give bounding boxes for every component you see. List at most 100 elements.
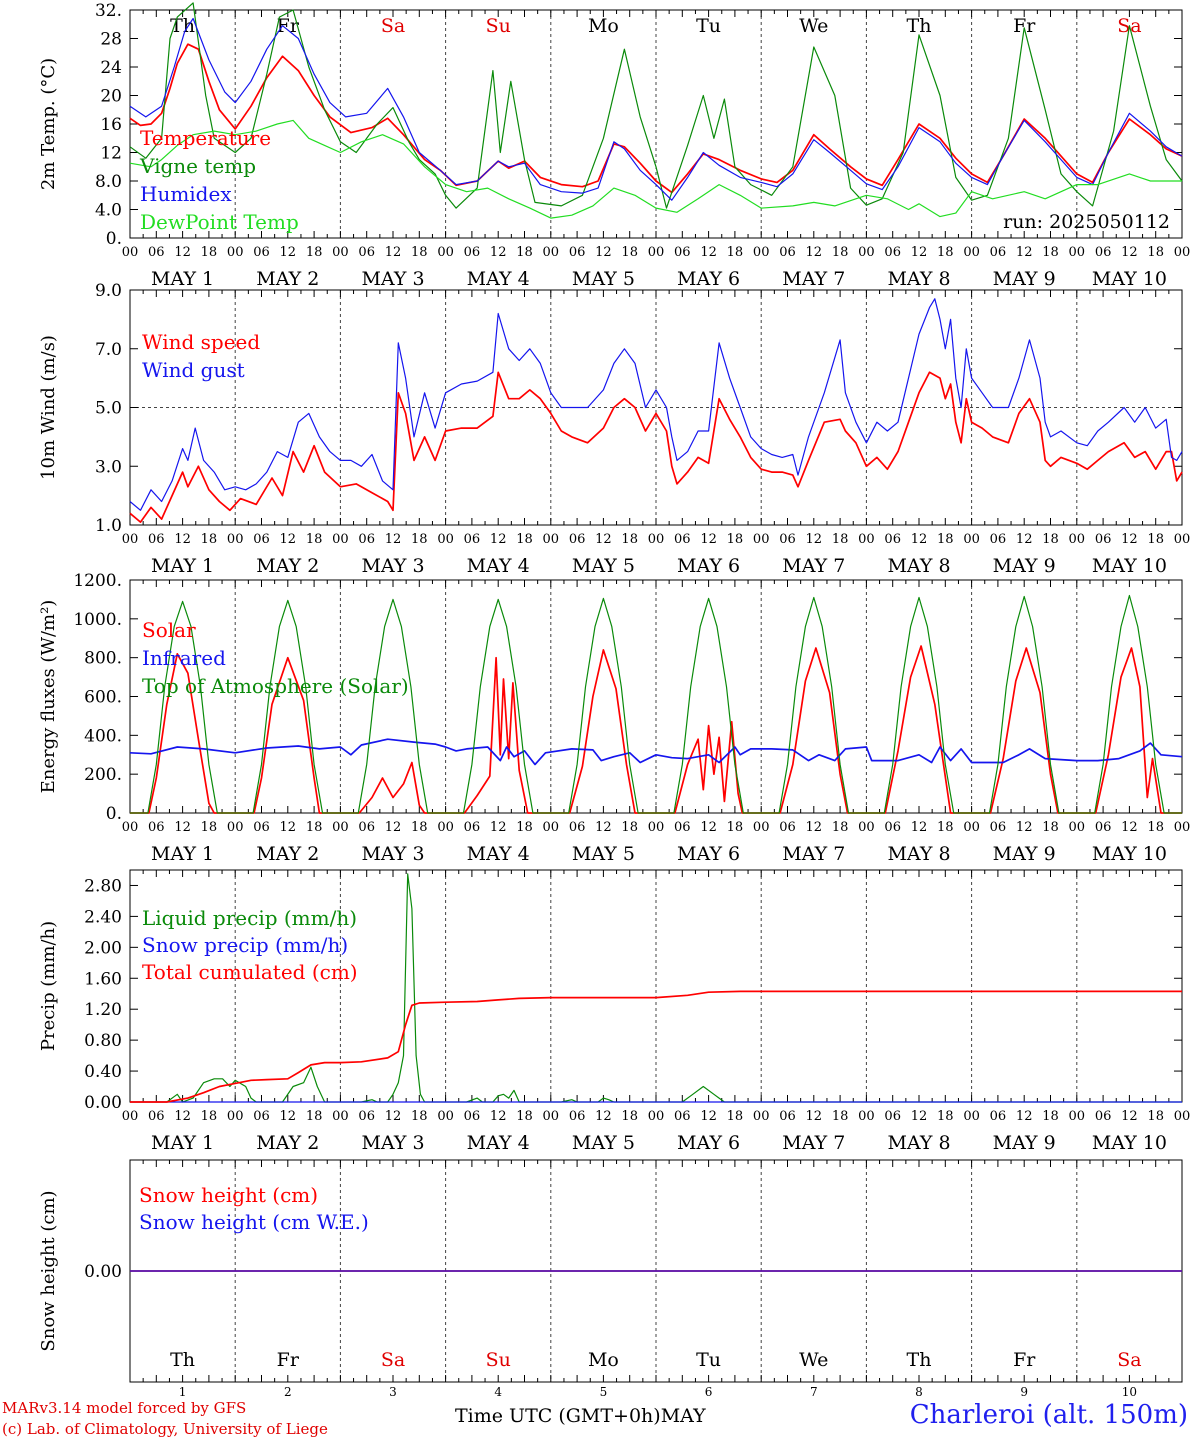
hour-tick-label: 06 <box>253 245 270 260</box>
date-label: MAY 1 <box>151 843 214 865</box>
hour-tick-label: 00 <box>543 1109 560 1124</box>
hour-tick-label: 06 <box>779 245 796 260</box>
hour-tick-label: 18 <box>201 1109 218 1124</box>
hour-tick-label: 12 <box>911 820 928 835</box>
y-tick-label: 1.60 <box>84 969 122 989</box>
hour-tick-label: 12 <box>490 820 507 835</box>
hour-tick-label: 00 <box>963 820 980 835</box>
date-label: MAY 8 <box>887 1132 950 1154</box>
date-label: MAY 9 <box>993 555 1056 577</box>
hour-tick-label: 12 <box>280 245 297 260</box>
day-number-label: 2 <box>284 1385 292 1399</box>
hour-tick-label: 06 <box>990 532 1007 547</box>
legend-entry: Wind speed <box>142 330 260 354</box>
hour-tick-label: 00 <box>227 820 244 835</box>
y-axis-title: Snow height (cm) <box>38 1190 59 1351</box>
hour-tick-label: 12 <box>700 532 717 547</box>
hour-tick-label: 00 <box>648 1109 665 1124</box>
hour-tick-label: 00 <box>1174 1109 1191 1124</box>
hour-tick-label: 18 <box>1147 532 1164 547</box>
hour-tick-label: 18 <box>516 820 533 835</box>
y-tick-label: 16 <box>100 115 122 135</box>
weekday-label: Th <box>907 15 932 37</box>
hour-tick-label: 12 <box>490 245 507 260</box>
hour-tick-label: 00 <box>543 245 560 260</box>
legend-entry: Temperature <box>140 126 271 150</box>
y-tick-label: 20 <box>100 87 122 107</box>
hour-tick-label: 12 <box>806 820 823 835</box>
date-label: MAY 5 <box>572 843 635 865</box>
date-label: MAY 3 <box>361 843 424 865</box>
hour-tick-label: 18 <box>727 1109 744 1124</box>
hour-tick-label: 18 <box>411 820 428 835</box>
y-tick-label: 5.0 <box>95 399 122 419</box>
hour-tick-label: 00 <box>648 820 665 835</box>
date-label: MAY 2 <box>256 268 319 290</box>
hour-tick-label: 18 <box>516 532 533 547</box>
legend-entry: Humidex <box>140 182 232 206</box>
hour-tick-label: 00 <box>1069 820 1086 835</box>
hour-tick-label: 06 <box>464 1109 481 1124</box>
hour-tick-label: 00 <box>1069 245 1086 260</box>
y-tick-label: 3.0 <box>95 457 122 477</box>
hour-tick-label: 06 <box>253 820 270 835</box>
hour-tick-label: 06 <box>884 1109 901 1124</box>
hour-tick-label: 12 <box>174 245 191 260</box>
hour-tick-label: 06 <box>569 532 586 547</box>
date-label: MAY 1 <box>151 555 214 577</box>
day-number-label: 6 <box>705 1385 713 1399</box>
legend-entry: Solar <box>142 618 196 642</box>
hour-tick-label: 00 <box>437 820 454 835</box>
hour-tick-label: 12 <box>806 245 823 260</box>
hour-tick-label: 18 <box>621 1109 638 1124</box>
y-tick-label: 2.80 <box>84 876 122 896</box>
hour-tick-label: 06 <box>884 245 901 260</box>
hour-tick-label: 06 <box>148 820 165 835</box>
hour-tick-label: 06 <box>1095 820 1112 835</box>
y-tick-label: 2.40 <box>84 907 122 927</box>
series-infrared <box>129 738 1183 766</box>
hour-tick-label: 18 <box>1042 245 1059 260</box>
hour-tick-label: 12 <box>700 245 717 260</box>
weekday-label: We <box>799 1349 828 1371</box>
hour-tick-label: 12 <box>1121 820 1138 835</box>
hour-tick-label: 06 <box>358 820 375 835</box>
model-credit: MARv3.14 model forced by GFS <box>2 1399 247 1417</box>
day-number-label: 4 <box>494 1385 502 1399</box>
weekday-label: Su <box>486 15 511 37</box>
date-label: MAY 10 <box>1092 268 1167 290</box>
hour-tick-label: 00 <box>648 245 665 260</box>
series-wind-speed <box>129 371 1183 523</box>
y-tick-label: 12 <box>100 144 122 164</box>
hour-tick-label: 12 <box>806 1109 823 1124</box>
hour-tick-label: 00 <box>753 820 770 835</box>
date-label: MAY 5 <box>572 268 635 290</box>
series-wind-gust <box>129 298 1183 511</box>
hour-tick-label: 12 <box>700 820 717 835</box>
hour-tick-label: 00 <box>858 245 875 260</box>
hour-tick-label: 06 <box>1095 245 1112 260</box>
y-tick-label: 200. <box>84 765 122 785</box>
date-label: MAY 4 <box>467 843 530 865</box>
hour-tick-label: 00 <box>1174 820 1191 835</box>
date-label: MAY 7 <box>782 555 845 577</box>
hour-tick-label: 00 <box>437 1109 454 1124</box>
series-humidex <box>129 17 1183 201</box>
y-tick-label: 1000. <box>73 610 122 630</box>
hour-tick-label: 00 <box>963 245 980 260</box>
hour-tick-label: 12 <box>385 245 402 260</box>
weekday-label: Tu <box>696 15 721 37</box>
legend-entry: Snow precip (mm/h) <box>142 933 348 957</box>
hour-tick-label: 18 <box>1147 245 1164 260</box>
hour-tick-label: 18 <box>832 245 849 260</box>
weekday-label: Sa <box>1117 1349 1141 1371</box>
y-axis-title: Precip (mm/h) <box>38 921 59 1051</box>
hour-tick-label: 00 <box>1069 532 1086 547</box>
hour-tick-label: 18 <box>516 1109 533 1124</box>
hour-tick-label: 18 <box>1042 1109 1059 1124</box>
hour-tick-label: 18 <box>1042 820 1059 835</box>
hour-tick-label: 00 <box>437 245 454 260</box>
weekday-label: We <box>799 15 828 37</box>
hour-tick-label: 06 <box>148 532 165 547</box>
